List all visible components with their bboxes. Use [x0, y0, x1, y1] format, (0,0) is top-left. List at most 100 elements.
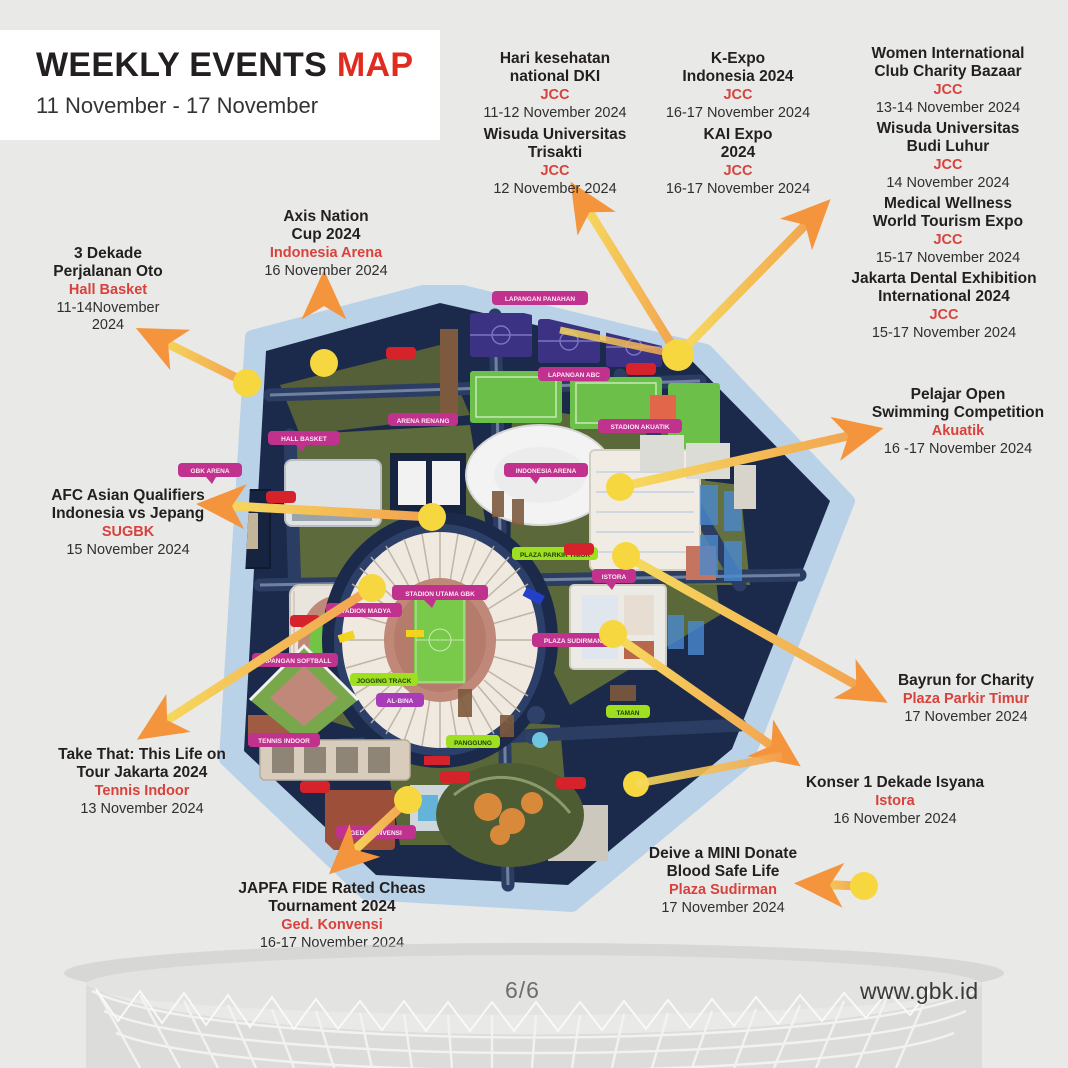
map-pin-jogging-track: JOGGING TRACK	[350, 673, 418, 686]
event-label-jakarta-dental[interactable]: Jakarta Dental Exhibition International 2…	[822, 270, 1066, 342]
title-card: WEEKLY EVENTS MAP 11 November - 17 Novem…	[0, 30, 440, 140]
map-pin-parkir-group	[266, 347, 656, 793]
map-pin-taman: TAMAN	[606, 705, 650, 718]
page-indicator: 6/6	[505, 977, 540, 1003]
svg-text:TAMAN: TAMAN	[617, 710, 640, 717]
svg-text:STADION MADYA: STADION MADYA	[337, 608, 391, 615]
event-date: 14 November 2024	[886, 174, 1010, 191]
page-title-main: WEEKLY EVENTS	[36, 46, 328, 84]
event-name: Women International Club Charity Bazaar	[871, 45, 1025, 80]
event-name: Deive a MINI Donate Blood Safe Life	[648, 845, 798, 880]
website-url: www.gbk.id	[860, 978, 979, 1004]
event-name: 3 Dekade Perjalanan Oto	[53, 245, 163, 280]
event-venue: JCC	[540, 162, 570, 179]
svg-text:LAPANGAN PANAHAN: LAPANGAN PANAHAN	[505, 296, 575, 303]
map-illustration: GBK ARENA HALL BASKET ARENA RENANG LAPAN…	[178, 285, 855, 912]
event-name: Axis Nation Cup 2024	[283, 208, 369, 243]
event-venue: Akuatik	[931, 422, 985, 439]
event-name: AFC Asian Qualifiers Indonesia vs Jepang	[51, 487, 205, 522]
event-date: 16 November 2024	[264, 262, 388, 279]
event-date: 11-12 November 2024	[483, 104, 627, 121]
date-range: 11 November - 17 November	[36, 92, 319, 118]
event-name: Konser 1 Dekade Isyana	[805, 774, 985, 791]
event-date: 16 November 2024	[833, 810, 957, 827]
page-title-accent: MAP	[336, 46, 414, 84]
event-label-medical-wellness[interactable]: Medical Wellness World Tourism Expo JCC 1…	[832, 195, 1064, 267]
event-venue: JCC	[929, 306, 959, 323]
event-label-k-expo[interactable]: K-Expo Indonesia 2024 JCC 16-17 November …	[640, 50, 836, 122]
svg-text:HALL BASKET: HALL BASKET	[281, 436, 327, 443]
svg-text:PLAZA PARKIR TIMUR: PLAZA PARKIR TIMUR	[520, 552, 590, 559]
svg-text:ISTORA: ISTORA	[602, 574, 627, 581]
svg-text:ARENA RENANG: ARENA RENANG	[397, 418, 450, 425]
event-venue: JCC	[933, 81, 963, 98]
svg-text:STADION AKUATIK: STADION AKUATIK	[610, 424, 669, 431]
event-venue: Ged. Konvensi	[281, 916, 383, 933]
event-date: 15 November 2024	[66, 541, 190, 558]
event-venue: JCC	[933, 156, 963, 173]
event-label-japfa-fide[interactable]: JAPFA FIDE Rated Cheas Tournament 2024 Ge…	[208, 880, 456, 952]
event-name: Bayrun for Charity	[897, 672, 1035, 689]
event-date: 15-17 November 2024	[871, 324, 1017, 341]
event-name: KAI Expo 2024	[703, 126, 773, 161]
map-pin-panggung: PANGGUNG	[446, 735, 500, 748]
svg-text:INDONESIA ARENA: INDONESIA ARENA	[516, 468, 577, 475]
event-name: Wisuda Universitas Trisakti	[483, 126, 627, 161]
event-date: 16-17 November 2024	[665, 180, 811, 197]
map-pin-lapangan-panahan: LAPANGAN PANAHAN	[492, 291, 588, 305]
map-pin-tennis-indoor: TENNIS INDOOR	[248, 733, 320, 747]
event-date: 12 November 2024	[493, 180, 617, 197]
map-pin-arena-renang: ARENA RENANG	[388, 413, 458, 426]
svg-text:PLAZA SUDIRMAN: PLAZA SUDIRMAN	[544, 638, 603, 645]
event-label-3-dekade[interactable]: 3 Dekade Perjalanan Oto Hall Basket 11-14…	[28, 245, 188, 333]
event-venue: Indonesia Arena	[269, 244, 383, 261]
event-date: 16-17 November 2024	[665, 104, 811, 121]
map-pin-hall-basket: HALL BASKET	[268, 431, 340, 452]
svg-text:LAPANGAN ABC: LAPANGAN ABC	[548, 372, 600, 379]
event-name: Hari kesehatan national DKI	[499, 50, 611, 85]
event-name: JAPFA FIDE Rated Cheas Tournament 2024	[238, 880, 426, 915]
event-label-konser-isyana[interactable]: Konser 1 Dekade Isyana Istora 16 Novembe…	[788, 774, 1002, 828]
event-date: 13-14 November 2024	[875, 99, 1021, 116]
gbk-venue-map[interactable]: GBK ARENA HALL BASKET ARENA RENANG LAPAN…	[140, 285, 880, 925]
map-pin-indonesia-arena: INDONESIA ARENA	[504, 463, 588, 484]
svg-text:AL-BINA: AL-BINA	[387, 698, 414, 705]
map-pin-stadion-madya: STADION MADYA	[326, 603, 402, 617]
event-date: 13 November 2024	[80, 800, 204, 817]
event-venue: Istora	[875, 792, 915, 809]
svg-text:STADION UTAMA GBK: STADION UTAMA GBK	[405, 591, 475, 598]
event-label-hari-kesehatan[interactable]: Hari kesehatan national DKI JCC 11-12 Nov…	[455, 50, 655, 122]
event-label-take-that[interactable]: Take That: This Life on Tour Jakarta 2024…	[28, 746, 256, 818]
event-venue: Tennis Indoor	[94, 782, 190, 799]
event-label-afc-asian-qualifiers[interactable]: AFC Asian Qualifiers Indonesia vs Jepang …	[24, 487, 232, 559]
event-label-kai-expo[interactable]: KAI Expo 2024 JCC 16-17 November 2024	[640, 126, 836, 198]
event-venue: JCC	[540, 86, 570, 103]
event-date: 11-14November 2024	[56, 299, 160, 333]
event-name: Take That: This Life on Tour Jakarta 2024	[58, 746, 226, 781]
svg-text:JOGGING TRACK: JOGGING TRACK	[357, 678, 412, 685]
event-label-pelajar-open-swimming[interactable]: Pelajar Open Swimming Competition Akuatik…	[852, 386, 1064, 458]
event-name: Pelajar Open Swimming Competition	[871, 386, 1045, 421]
event-date: 17 November 2024	[661, 899, 785, 916]
event-name: Wisuda Universitas Budi Luhur	[876, 120, 1020, 155]
event-label-wisuda-budi-luhur[interactable]: Wisuda Universitas Budi Luhur JCC 14 Nove…	[832, 120, 1064, 192]
event-name: K-Expo Indonesia 2024	[682, 50, 794, 85]
map-pin-lapangan-softball: LAPANGAN SOFTBALL	[252, 653, 338, 667]
event-date: 15-17 November 2024	[875, 249, 1021, 266]
event-label-axis-nation-cup[interactable]: Axis Nation Cup 2024 Indonesia Arena 16 N…	[242, 208, 410, 280]
map-pin-al-bina: AL-BINA	[376, 693, 424, 707]
svg-text:LAPANGAN SOFTBALL: LAPANGAN SOFTBALL	[259, 658, 332, 665]
map-pin-lapangan-abc: LAPANGAN ABC	[538, 367, 610, 381]
event-venue: JCC	[723, 86, 753, 103]
event-label-deive-mini-donate[interactable]: Deive a MINI Donate Blood Safe Life Plaza…	[620, 845, 826, 917]
event-venue: JCC	[933, 231, 963, 248]
event-venue: JCC	[723, 162, 753, 179]
svg-text:TENNIS INDOOR: TENNIS INDOOR	[258, 738, 310, 745]
svg-text:GED. KONVENSI: GED. KONVENSI	[350, 830, 402, 837]
event-label-wisuda-trisakti[interactable]: Wisuda Universitas Trisakti JCC 12 Novemb…	[455, 126, 655, 198]
svg-text:PANGGUNG: PANGGUNG	[454, 740, 492, 747]
event-date: 16-17 November 2024	[259, 934, 405, 951]
event-venue: SUGBK	[101, 523, 155, 540]
event-label-women-international[interactable]: Women International Club Charity Bazaar J…	[832, 45, 1064, 117]
event-label-bayrun-for-charity[interactable]: Bayrun for Charity Plaza Parkir Timur 17…	[866, 672, 1066, 726]
